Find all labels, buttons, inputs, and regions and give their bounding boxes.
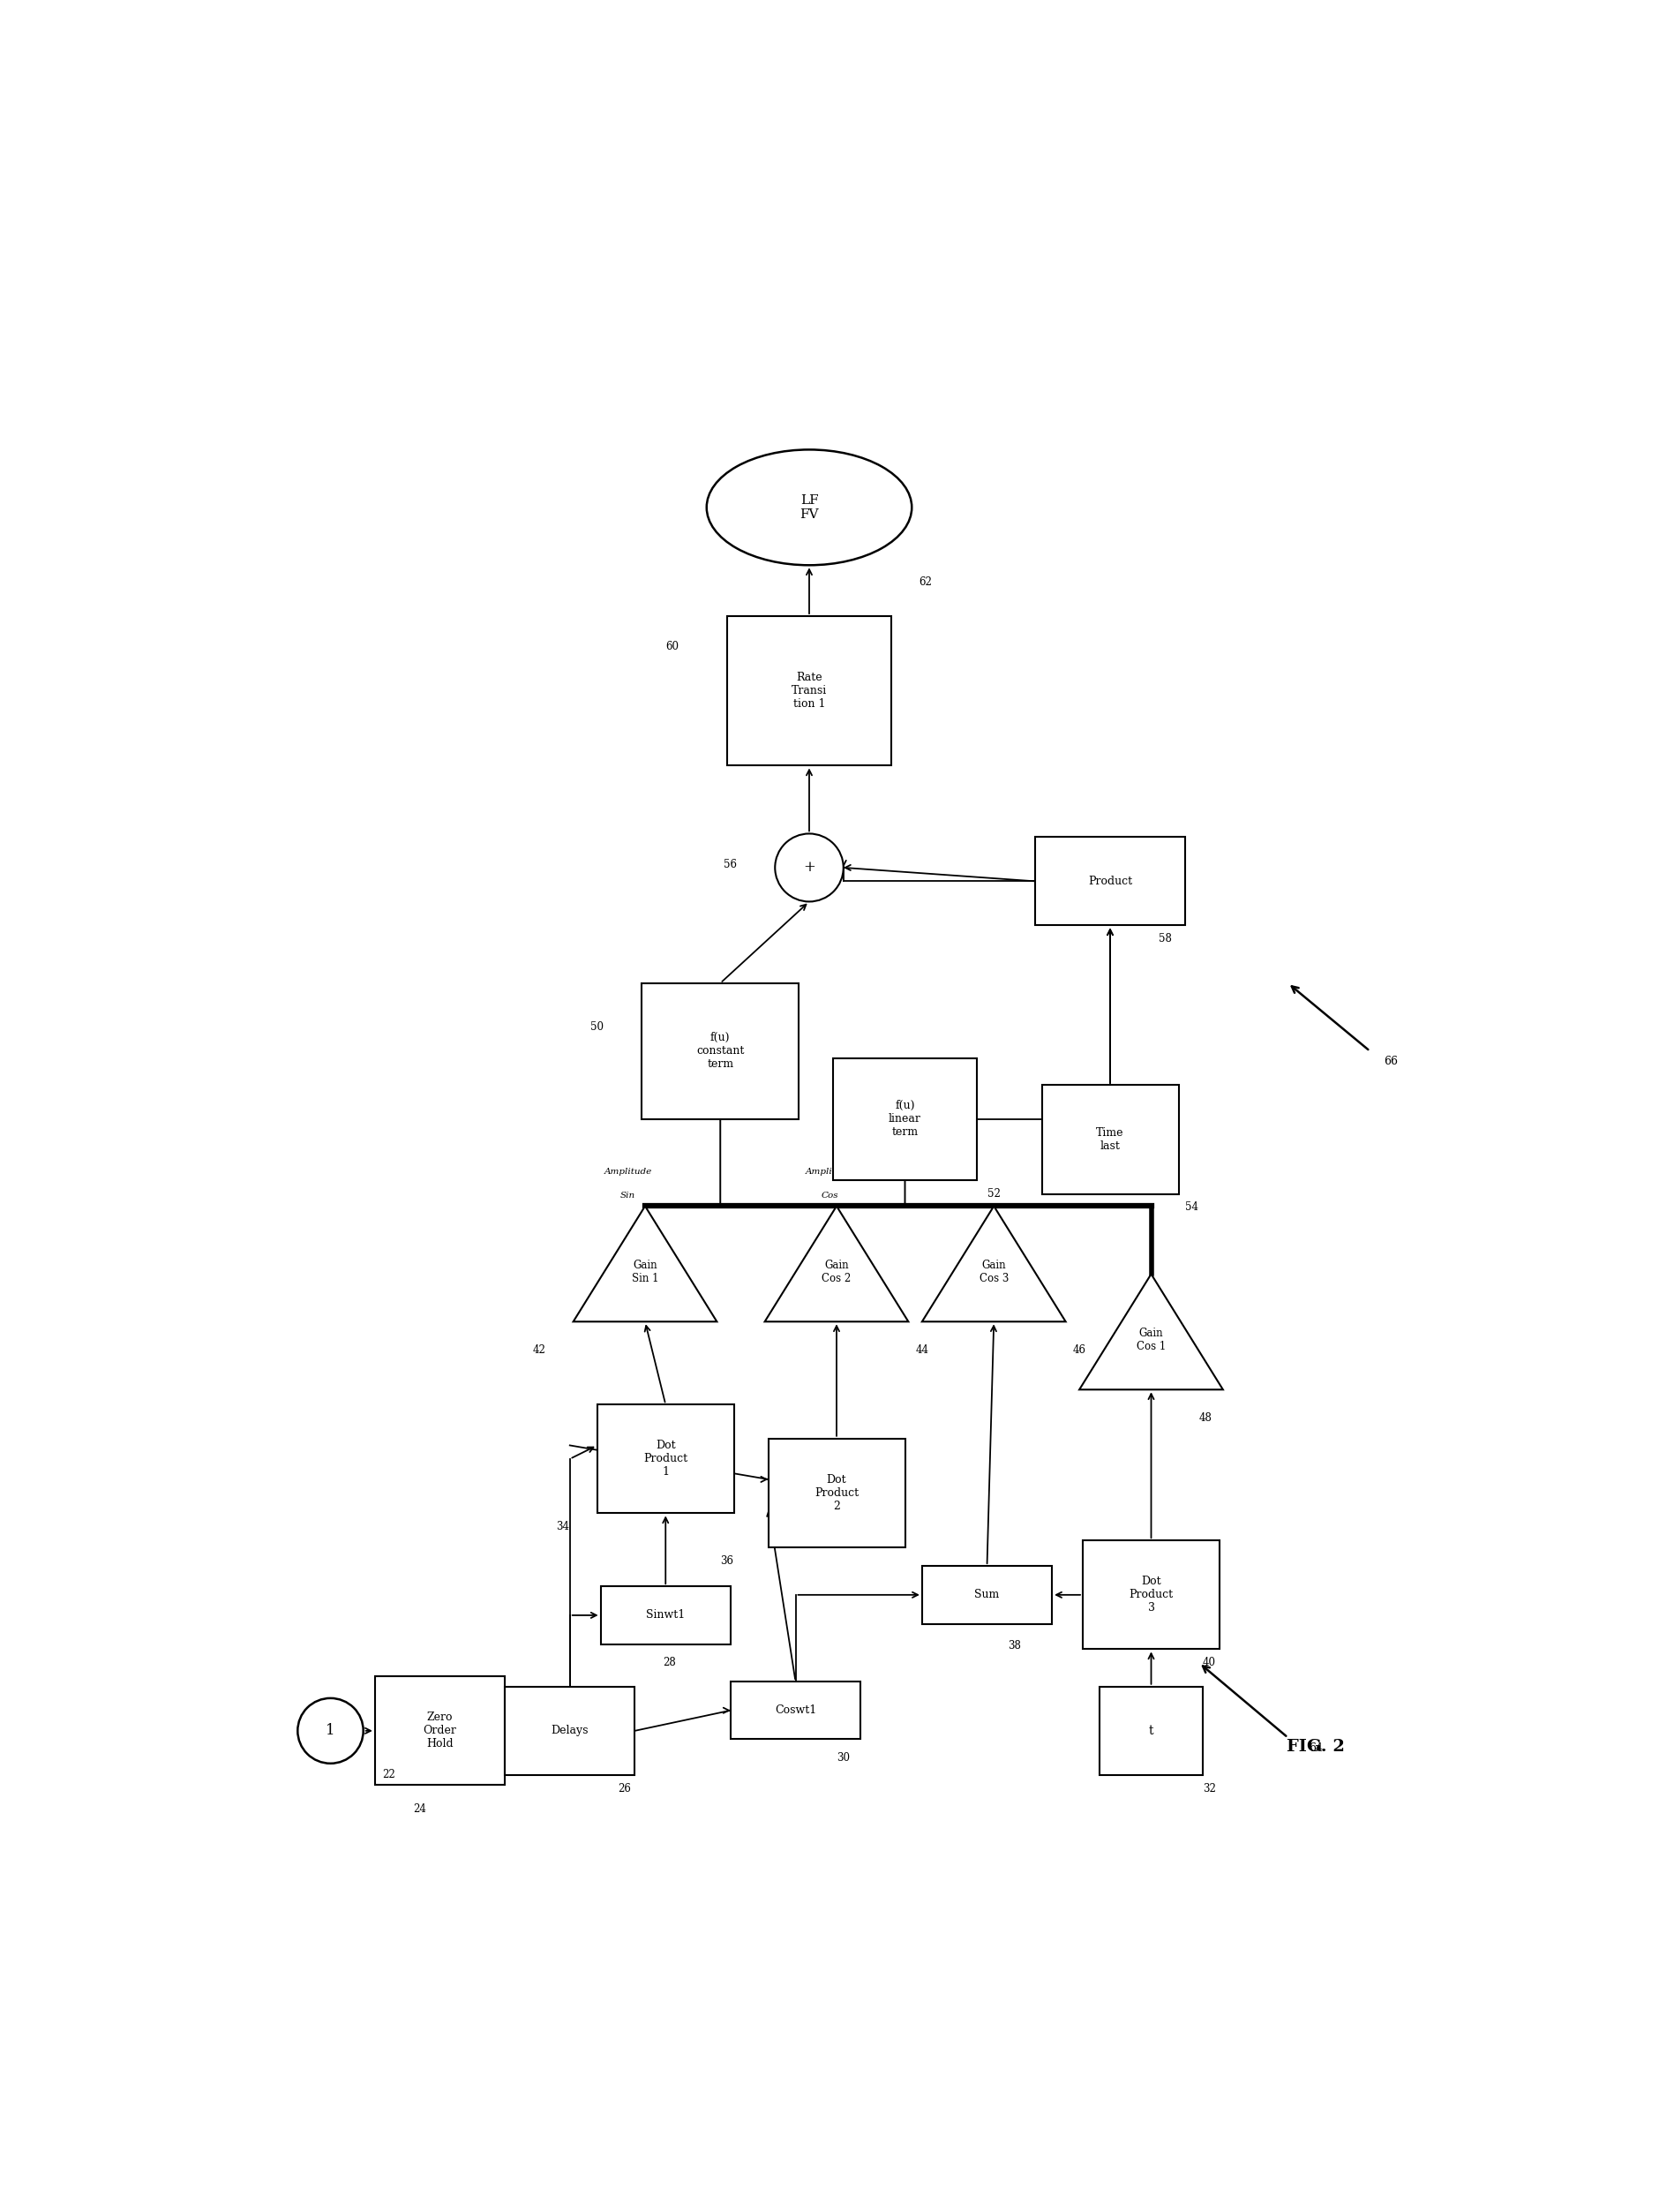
Text: t: t	[1148, 1725, 1153, 1736]
Text: Dot
Product
3: Dot Product 3	[1130, 1575, 1173, 1615]
Circle shape	[775, 834, 843, 902]
Text: Time
last: Time last	[1097, 1128, 1125, 1152]
FancyBboxPatch shape	[1100, 1686, 1203, 1774]
FancyBboxPatch shape	[375, 1677, 504, 1785]
Text: Gain
Cos 3: Gain Cos 3	[979, 1259, 1009, 1285]
Text: 28: 28	[662, 1657, 675, 1668]
FancyBboxPatch shape	[1035, 836, 1185, 925]
FancyBboxPatch shape	[504, 1686, 635, 1774]
FancyBboxPatch shape	[1083, 1540, 1219, 1650]
Text: 1: 1	[325, 1723, 335, 1739]
Text: +: +	[803, 860, 815, 876]
Text: 22: 22	[382, 1770, 395, 1781]
Text: 56: 56	[723, 858, 737, 869]
Text: 34: 34	[556, 1522, 569, 1533]
FancyBboxPatch shape	[642, 982, 800, 1119]
Text: 32: 32	[1203, 1783, 1216, 1794]
Ellipse shape	[707, 449, 912, 566]
Text: 54: 54	[1186, 1201, 1199, 1212]
Text: Coswt1: Coswt1	[775, 1705, 816, 1717]
Text: Amplitude: Amplitude	[806, 1168, 854, 1175]
Text: 26: 26	[619, 1783, 630, 1794]
Circle shape	[297, 1699, 363, 1763]
Text: Amplitude: Amplitude	[604, 1168, 652, 1175]
Text: LF
FV: LF FV	[800, 493, 818, 520]
Text: f(u)
constant
term: f(u) constant term	[697, 1033, 745, 1071]
Text: 36: 36	[720, 1555, 733, 1566]
Text: Sinwt1: Sinwt1	[645, 1610, 685, 1621]
Text: 62: 62	[919, 577, 932, 588]
Text: 40: 40	[1203, 1657, 1216, 1668]
Text: 60: 60	[665, 641, 679, 653]
Text: Gain
Cos 2: Gain Cos 2	[821, 1259, 851, 1285]
Text: Gain
Cos 1: Gain Cos 1	[1136, 1327, 1166, 1352]
Text: 52: 52	[987, 1188, 1000, 1199]
FancyBboxPatch shape	[601, 1586, 730, 1644]
Text: 48: 48	[1199, 1413, 1213, 1425]
FancyBboxPatch shape	[1042, 1086, 1178, 1194]
Text: Product: Product	[1088, 876, 1131, 887]
Polygon shape	[765, 1206, 909, 1321]
Text: 30: 30	[836, 1752, 849, 1763]
Text: Sum: Sum	[974, 1588, 999, 1601]
Text: 44: 44	[916, 1345, 929, 1356]
FancyBboxPatch shape	[922, 1566, 1052, 1624]
Text: 42: 42	[533, 1345, 546, 1356]
Text: f(u)
linear
term: f(u) linear term	[889, 1099, 921, 1139]
Text: 24: 24	[413, 1803, 426, 1814]
FancyBboxPatch shape	[833, 1057, 977, 1181]
Text: Cos: Cos	[821, 1192, 838, 1199]
Text: Sin: Sin	[620, 1192, 635, 1199]
Text: 38: 38	[1007, 1639, 1020, 1652]
FancyBboxPatch shape	[597, 1405, 733, 1513]
Text: Dot
Product
1: Dot Product 1	[644, 1440, 688, 1478]
Text: Zero
Order
Hold: Zero Order Hold	[423, 1712, 456, 1750]
Polygon shape	[574, 1206, 717, 1321]
FancyBboxPatch shape	[730, 1681, 861, 1739]
Polygon shape	[922, 1206, 1065, 1321]
Text: 50: 50	[591, 1022, 604, 1033]
Text: Delays: Delays	[551, 1725, 589, 1736]
Text: Dot
Product
2: Dot Product 2	[815, 1473, 859, 1511]
Text: 66: 66	[1384, 1055, 1399, 1068]
Text: 58: 58	[1158, 933, 1171, 945]
Text: 46: 46	[1073, 1345, 1087, 1356]
FancyBboxPatch shape	[727, 617, 891, 765]
Text: 64: 64	[1309, 1743, 1322, 1754]
Text: FIG. 2: FIG. 2	[1286, 1739, 1344, 1754]
Text: Rate
Transi
tion 1: Rate Transi tion 1	[791, 672, 826, 710]
FancyBboxPatch shape	[768, 1438, 904, 1546]
Polygon shape	[1080, 1274, 1223, 1389]
Text: Gain
Sin 1: Gain Sin 1	[632, 1259, 659, 1285]
